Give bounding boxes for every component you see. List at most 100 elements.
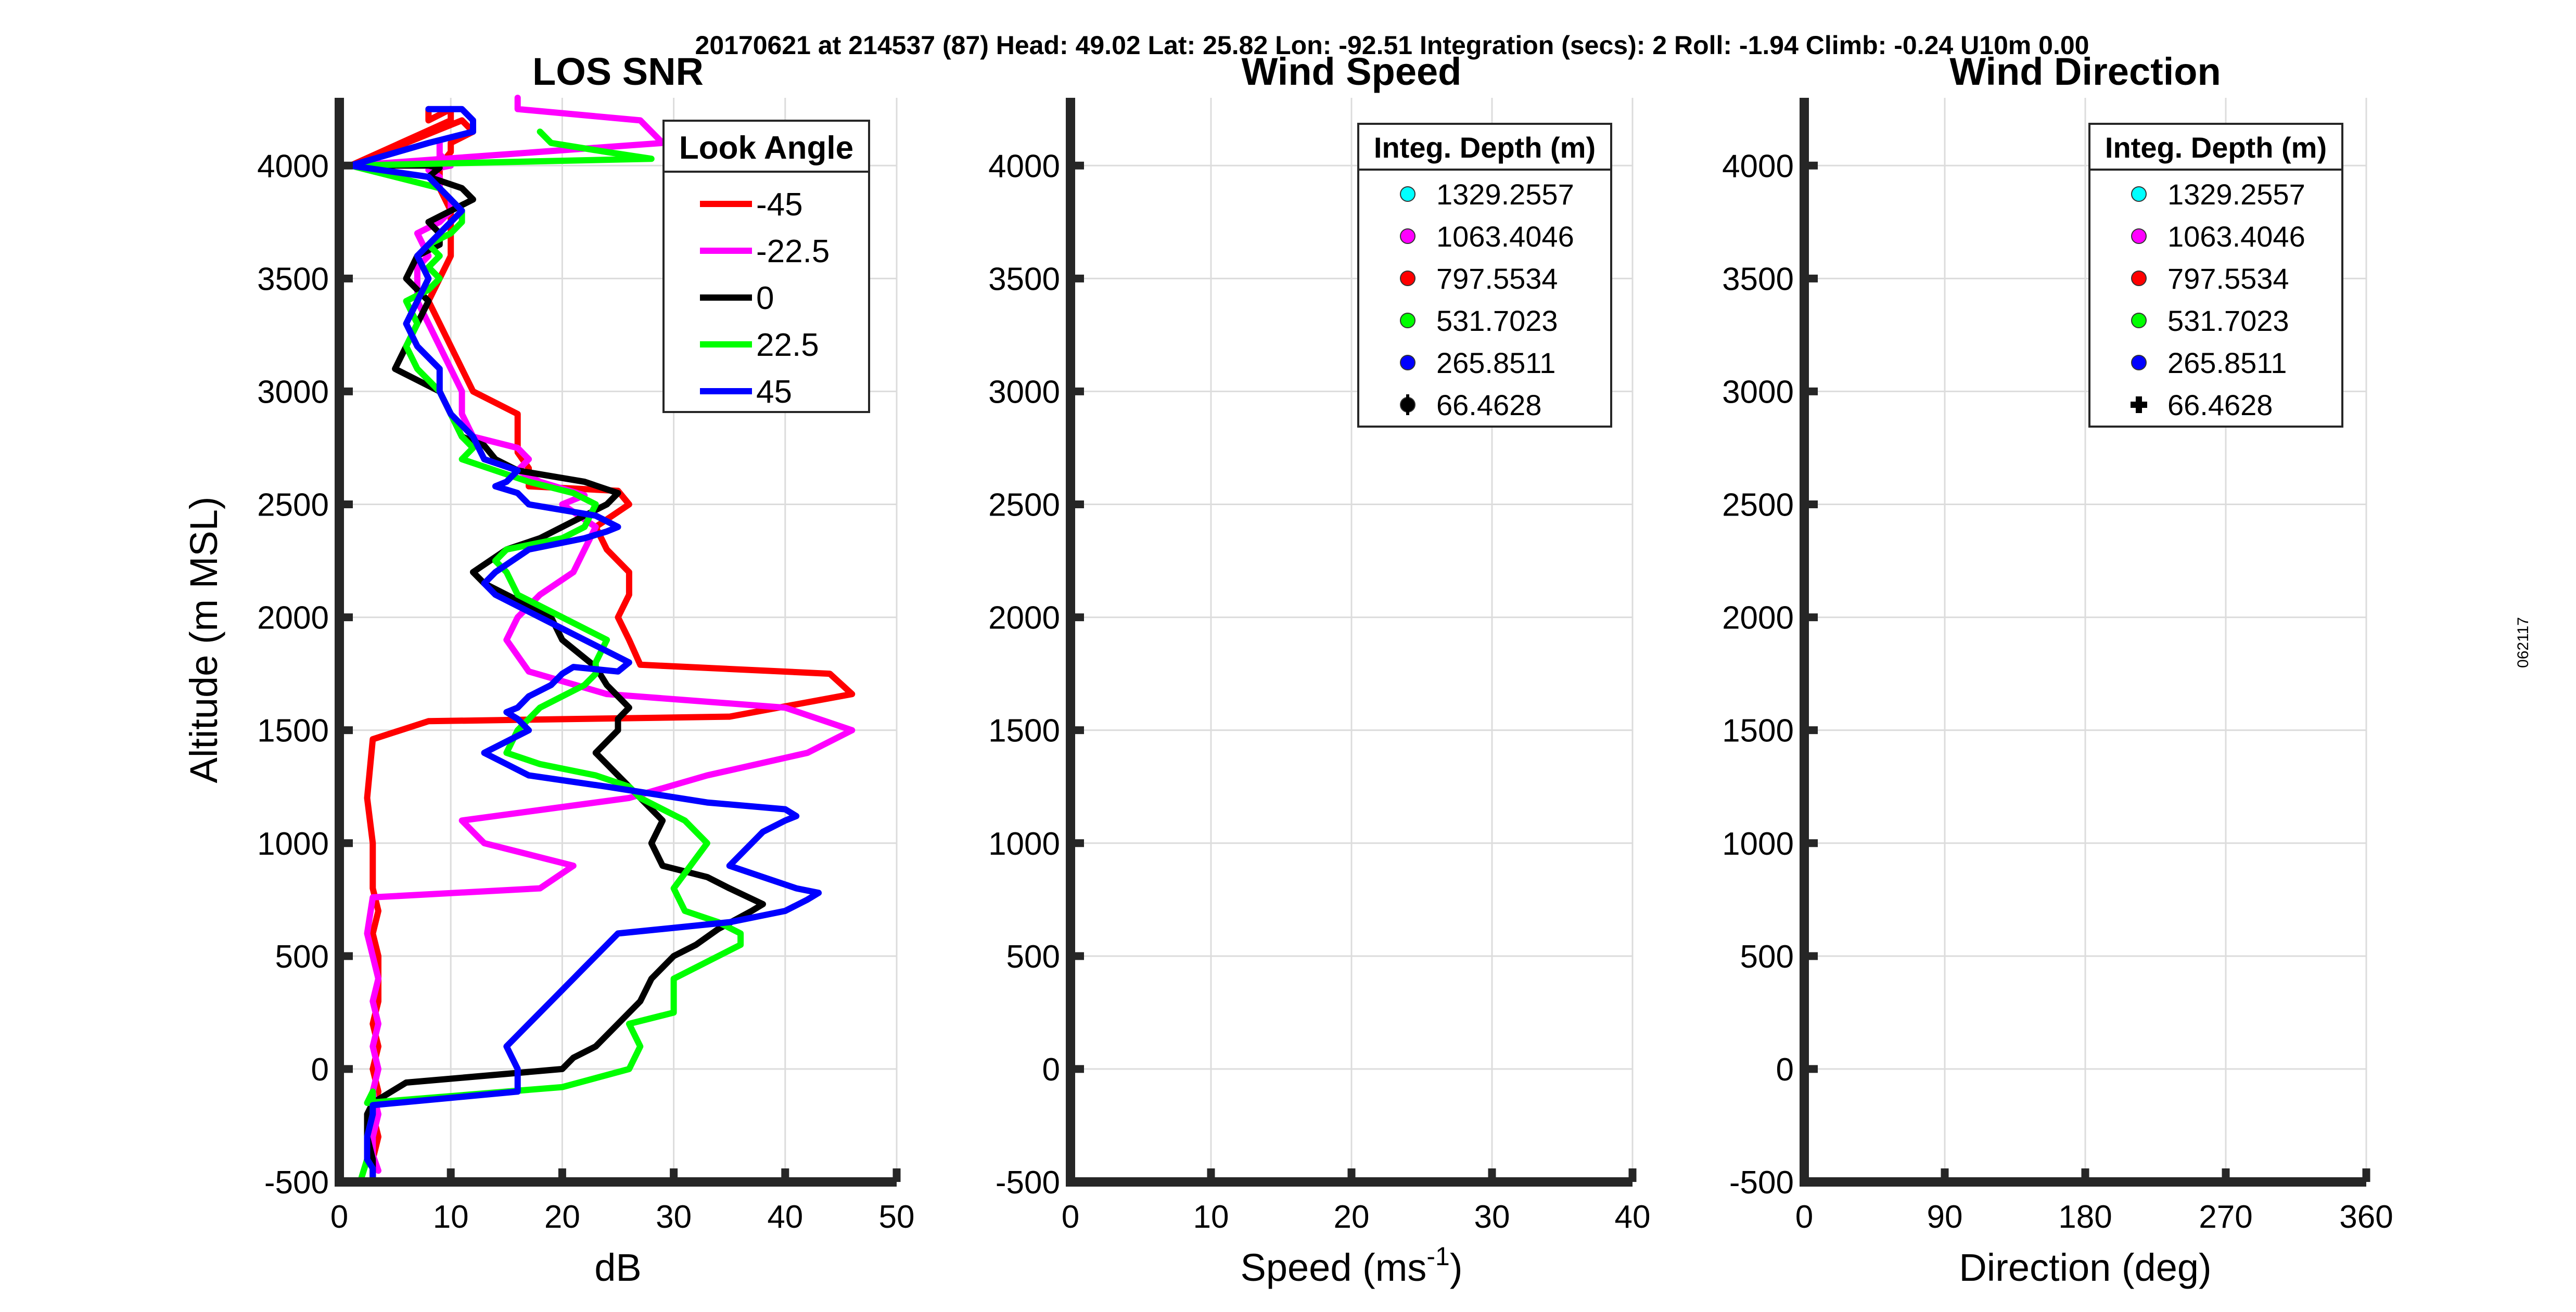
- x-tick-label: 30: [656, 1199, 692, 1235]
- y-tick-label: 500: [275, 939, 329, 975]
- y-tick-label: 3500: [257, 261, 329, 297]
- y-tick-label: 3000: [257, 374, 329, 410]
- panel-2: 0 10 20 30 40-500050010001500200025003000350…: [988, 50, 1650, 1289]
- panel-3: 0 90 180 270 360-500050010001500200025003000…: [1722, 50, 2393, 1289]
- y-tick-label: 4000: [988, 148, 1060, 184]
- y-tick-label: 1000: [1722, 826, 1794, 862]
- y-tick-label: -500: [996, 1165, 1060, 1201]
- legend-label: 1329.2557: [1436, 178, 1574, 211]
- legend-label: 797.5534: [1436, 262, 1558, 295]
- legend-label: -45: [756, 187, 803, 223]
- x-tick-label: 0: [1062, 1199, 1079, 1235]
- legend-marker-1063.4046: [2131, 228, 2147, 244]
- panel-1: 0 10 20 30 40 50-5000500100015002000250030003…: [182, 50, 914, 1289]
- legend-marker-265.8511: [2131, 355, 2147, 370]
- y-tick-label: 0: [1042, 1052, 1060, 1088]
- legend-marker-265.8511: [1400, 355, 1415, 370]
- y-tick-label: 2500: [1722, 487, 1794, 523]
- legend-title: Look Angle: [679, 130, 853, 166]
- y-tick-label: 4000: [257, 148, 329, 184]
- y-tick-label: 3500: [1722, 261, 1794, 297]
- y-tick-label: 2000: [988, 600, 1060, 636]
- y-tick-label: 1500: [988, 713, 1060, 749]
- legend-label: 797.5534: [2167, 262, 2289, 295]
- x-axis-label-exponent: -1: [1426, 1242, 1449, 1271]
- legend-marker-1329.2557: [1400, 186, 1415, 202]
- y-tick-label: 1500: [1722, 713, 1794, 749]
- chart-title: LOS SNR: [532, 50, 704, 93]
- legend-title: Integ. Depth (m): [2105, 131, 2327, 164]
- x-tick-label: 10: [1193, 1199, 1229, 1235]
- y-tick-label: -500: [264, 1165, 329, 1201]
- x-tick-label: 40: [767, 1199, 803, 1235]
- legend-title: Integ. Depth (m): [1374, 131, 1596, 164]
- legend-box: [662, 120, 870, 413]
- y-tick-label: 0: [1776, 1052, 1794, 1088]
- x-tick-label: 20: [1334, 1199, 1370, 1235]
- x-tick-label: 90: [1927, 1199, 1963, 1235]
- legend-box: [2088, 123, 2343, 428]
- legend-label: 66.4628: [1436, 389, 1541, 421]
- series-line-45: [347, 106, 822, 1181]
- legend-marker-1329.2557: [2131, 186, 2147, 202]
- legend-label: 265.8511: [1436, 346, 1555, 379]
- x-tick-label: 0: [330, 1199, 348, 1235]
- series-line-22.5: [347, 128, 744, 1181]
- y-tick-label: 1500: [257, 713, 329, 749]
- x-tick-label: 20: [544, 1199, 580, 1235]
- legend-label: 1329.2557: [2167, 178, 2305, 211]
- x-tick-label: 50: [879, 1199, 915, 1235]
- y-tick-label: 500: [1740, 939, 1794, 975]
- y-tick-label: 0: [311, 1052, 329, 1088]
- y-tick-label: -500: [1729, 1165, 1794, 1201]
- x-tick-label: 40: [1615, 1199, 1651, 1235]
- legend-label: 66.4628: [2167, 389, 2273, 421]
- y-tick-label: 4000: [1722, 148, 1794, 184]
- side-code-label: 062117: [2515, 617, 2532, 668]
- legend-marker-531.7023: [1400, 313, 1415, 328]
- legend-marker-66.4628: [2131, 396, 2147, 413]
- y-tick-label: 3000: [988, 374, 1060, 410]
- x-tick-label: 180: [2058, 1199, 2112, 1235]
- panels: 0 10 20 30 40 50-5000500100015002000250030003…: [182, 50, 2393, 1289]
- y-tick-label: 1000: [988, 826, 1060, 862]
- legend-label: 1063.4046: [2167, 220, 2305, 253]
- legend-label: 0: [756, 280, 774, 316]
- y-tick-label: 2000: [1722, 600, 1794, 636]
- legend-label: -22.5: [756, 234, 830, 269]
- x-tick-label: 0: [1795, 1199, 1813, 1235]
- chart-title: Wind Direction: [1949, 50, 2221, 93]
- x-tick-label: 270: [2199, 1199, 2252, 1235]
- legend-label: 531.7023: [1436, 304, 1558, 337]
- legend-label: 1063.4046: [1436, 220, 1574, 253]
- legend: Integ. Depth (m) 1329.2557 1063.4046 797.55…: [1357, 123, 1612, 428]
- x-axis-label-tail: ): [1450, 1246, 1463, 1289]
- y-tick-label: 1000: [257, 826, 329, 862]
- legend-box: [1357, 123, 1612, 428]
- y-tick-label: 500: [1006, 939, 1060, 975]
- legend-marker-797.5534: [2131, 271, 2147, 286]
- chart-title: Wind Speed: [1242, 50, 1462, 93]
- legend-label: 265.8511: [2167, 346, 2287, 379]
- legend: Integ. Depth (m) 1329.2557 1063.4046 797.55…: [2088, 123, 2343, 428]
- x-tick-label: 10: [433, 1199, 469, 1235]
- legend-marker-797.5534: [1400, 271, 1415, 286]
- legend-label: 22.5: [756, 327, 819, 363]
- series-line-0: [347, 162, 766, 1183]
- y-tick-label: 2500: [257, 487, 329, 523]
- x-tick-label: 30: [1474, 1199, 1510, 1235]
- legend: Look Angle -45 -22.5 0 22.5 45: [662, 120, 870, 413]
- figure-header: 20170621 at 214537 (87) Head: 49.02 Lat:…: [695, 31, 2089, 60]
- legend-marker-1063.4046: [1400, 228, 1415, 244]
- y-tick-label: 3000: [1722, 374, 1794, 410]
- y-axis-label: Altitude (m MSL): [182, 496, 225, 783]
- y-tick-label: 2000: [257, 600, 329, 636]
- legend-label: 45: [756, 374, 792, 410]
- x-axis-label: Speed (ms-1): [1241, 1242, 1463, 1289]
- y-tick-label: 3500: [988, 261, 1060, 297]
- x-axis-label: dB: [594, 1246, 642, 1289]
- legend-label: 531.7023: [2167, 304, 2289, 337]
- x-tick-label: 360: [2339, 1199, 2393, 1235]
- x-axis-label: Direction (deg): [1959, 1246, 2211, 1289]
